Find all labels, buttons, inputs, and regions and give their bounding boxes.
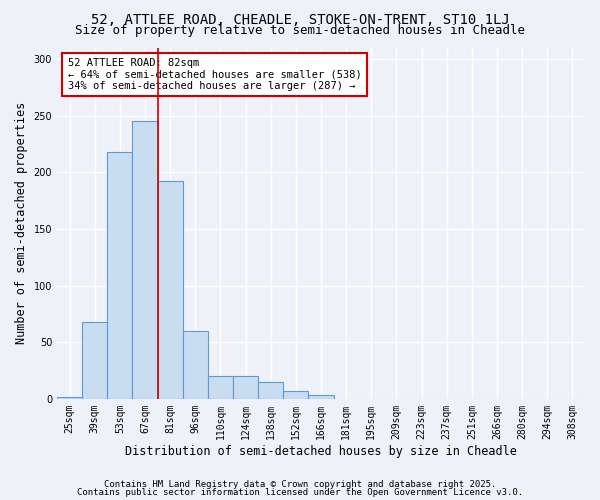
Bar bbox=[258, 382, 283, 399]
Bar bbox=[233, 376, 258, 399]
Bar bbox=[57, 396, 82, 399]
Bar bbox=[158, 181, 183, 399]
Text: 52 ATTLEE ROAD: 82sqm
← 64% of semi-detached houses are smaller (538)
34% of sem: 52 ATTLEE ROAD: 82sqm ← 64% of semi-deta… bbox=[68, 58, 361, 91]
Bar bbox=[82, 322, 107, 399]
X-axis label: Distribution of semi-detached houses by size in Cheadle: Distribution of semi-detached houses by … bbox=[125, 444, 517, 458]
Bar bbox=[308, 396, 334, 399]
Bar bbox=[107, 152, 133, 399]
Bar bbox=[133, 121, 158, 399]
Text: Size of property relative to semi-detached houses in Cheadle: Size of property relative to semi-detach… bbox=[75, 24, 525, 37]
Bar bbox=[183, 331, 208, 399]
Y-axis label: Number of semi-detached properties: Number of semi-detached properties bbox=[15, 102, 28, 344]
Text: 52, ATTLEE ROAD, CHEADLE, STOKE-ON-TRENT, ST10 1LJ: 52, ATTLEE ROAD, CHEADLE, STOKE-ON-TRENT… bbox=[91, 12, 509, 26]
Bar bbox=[208, 376, 233, 399]
Bar bbox=[283, 391, 308, 399]
Text: Contains public sector information licensed under the Open Government Licence v3: Contains public sector information licen… bbox=[77, 488, 523, 497]
Text: Contains HM Land Registry data © Crown copyright and database right 2025.: Contains HM Land Registry data © Crown c… bbox=[104, 480, 496, 489]
